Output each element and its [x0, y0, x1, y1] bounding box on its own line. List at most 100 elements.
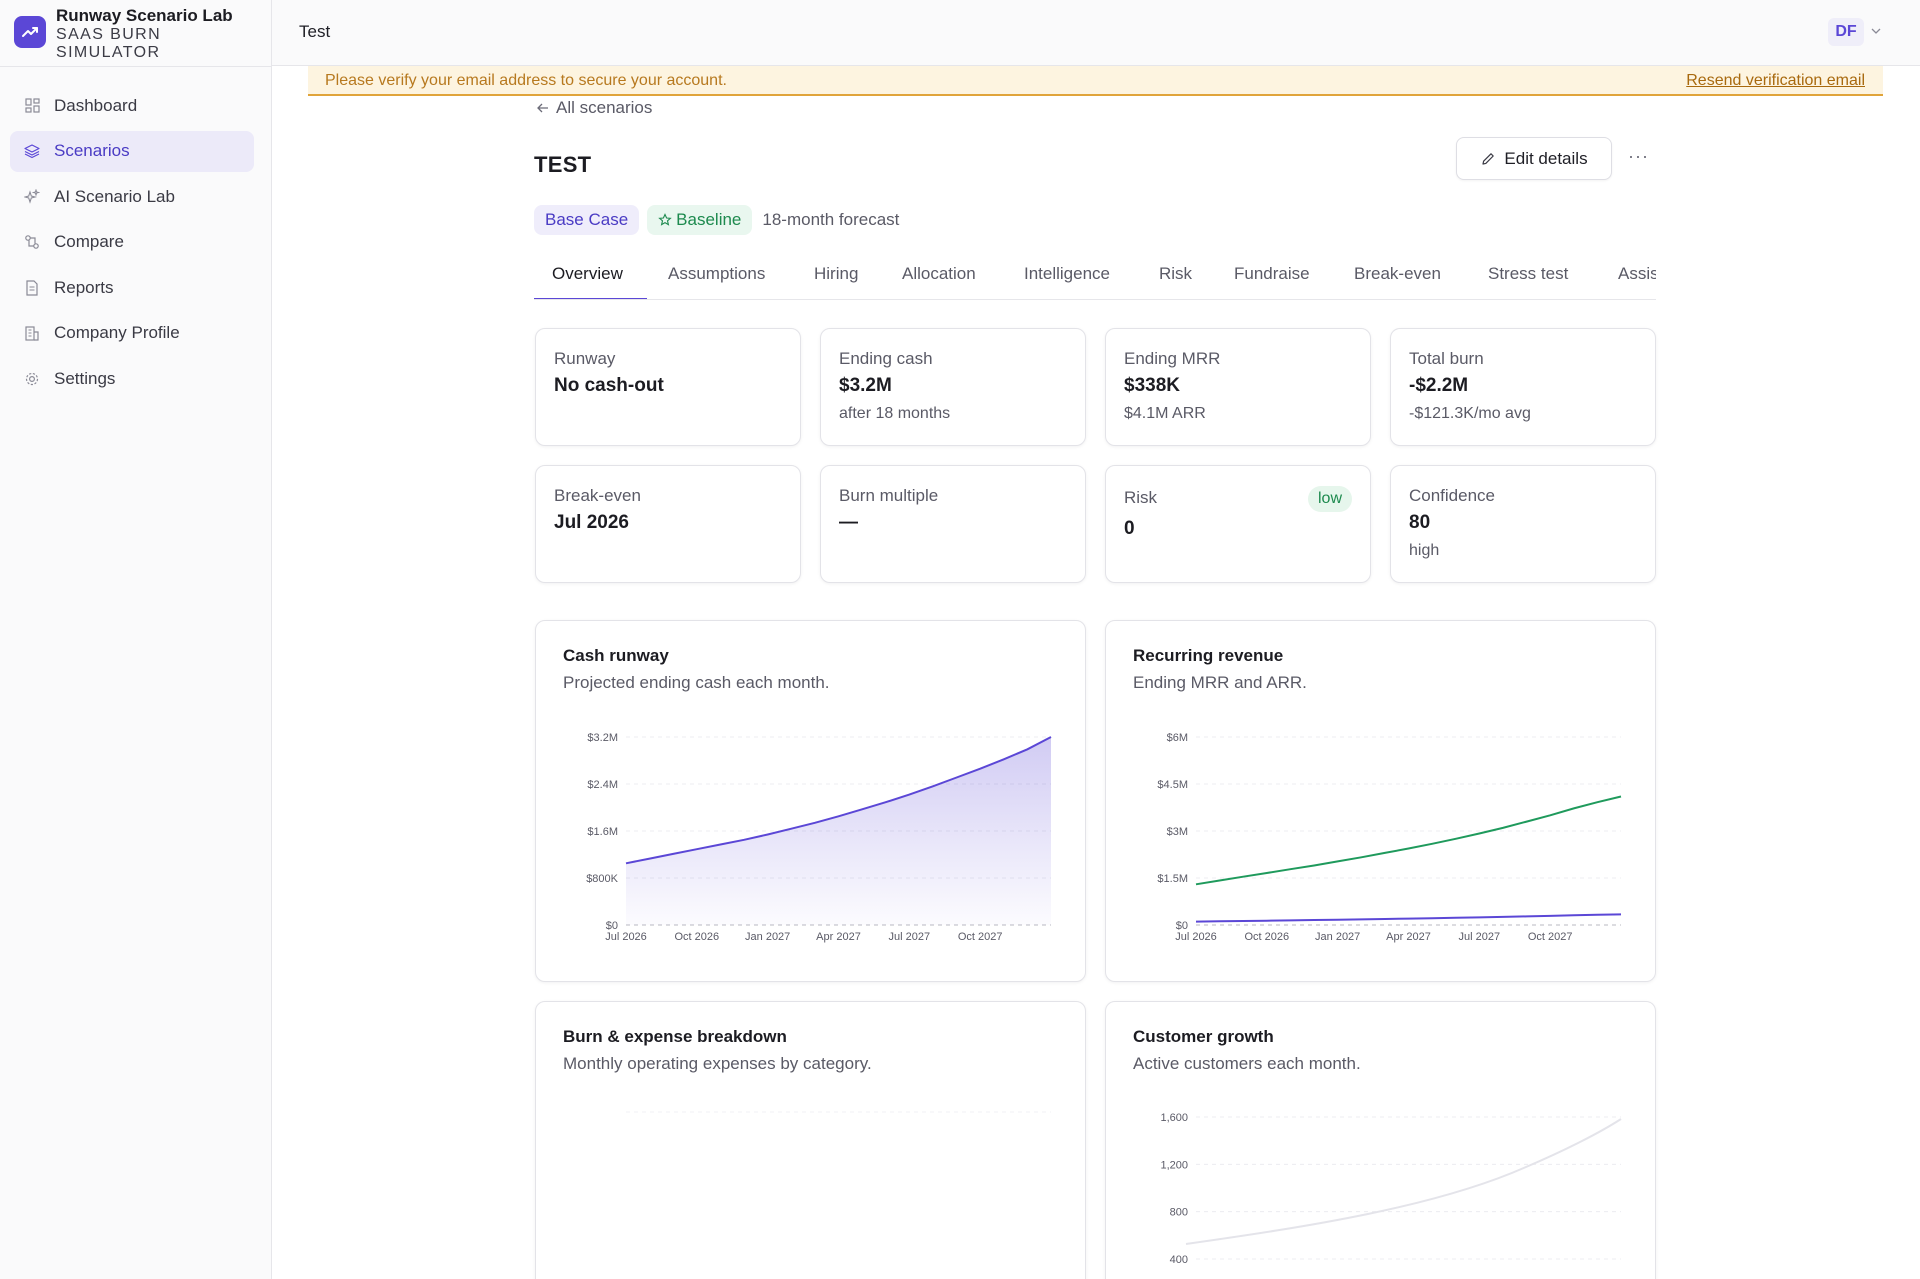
chart-subtitle: Active customers each month. [1133, 1054, 1361, 1073]
tab-overview[interactable]: Overview [552, 264, 623, 283]
stat-value: Jul 2026 [554, 512, 629, 533]
stat-value: — [839, 512, 858, 533]
baseline-label: Baseline [676, 210, 742, 229]
x-tick-label: Jan 2027 [745, 931, 790, 943]
resend-verification-link[interactable]: Resend verification email [1686, 72, 1865, 89]
sidebar-item-label: Settings [54, 368, 116, 388]
stat-sub: $4.1M ARR [1124, 405, 1206, 422]
series-line-1 [1195, 913, 1622, 923]
compare-icon [24, 234, 40, 250]
x-tick-label: Jul 2026 [605, 931, 647, 943]
sidebar-item-reports[interactable]: Reports [10, 267, 254, 308]
forecast-note: 18-month forecast [762, 210, 900, 229]
stat-card-ending-cash: Ending cash $3.2M after 18 months [820, 328, 1086, 446]
tab-break-even[interactable]: Break-even [1354, 264, 1441, 283]
brand-subtitle: SAAS BURN SIMULATOR [56, 26, 162, 61]
page-title: TEST [534, 152, 592, 177]
x-tick-label: Oct 2026 [1245, 931, 1290, 943]
x-tick-label: Jul 2027 [1459, 931, 1501, 943]
recurring-revenue-chart: $0 $1.5M $3M $4.5M $6M Jul 2026 Oct 2026 Jan 20… [1157, 732, 1622, 943]
stat-value: No cash-out [554, 375, 664, 396]
sidebar-item-dashboard[interactable]: Dashboard [10, 85, 254, 126]
chart-title: Burn & expense breakdown [563, 1027, 787, 1046]
y-tick-label: $2.4M [587, 779, 618, 791]
divider [0, 66, 272, 67]
scenario-tabs: Overview Assumptions Hiring Allocation I… [534, 258, 1656, 300]
tab-risk[interactable]: Risk [1159, 264, 1193, 283]
stat-value: -$2.2M [1409, 375, 1469, 396]
avatar[interactable]: DF [1828, 18, 1864, 46]
y-tick-label: 1,200 [1160, 1159, 1188, 1171]
x-tick-label: Oct 2026 [675, 931, 720, 943]
x-tick-label: Apr 2027 [816, 931, 861, 943]
stat-card-break-even: Break-even Jul 2026 [535, 465, 801, 583]
stat-sub: after 18 months [839, 405, 951, 422]
series-line-0 [1195, 795, 1622, 886]
sidebar-item-settings[interactable]: Settings [10, 358, 254, 399]
risk-level-badge: low [1307, 486, 1352, 512]
back-link-label: All scenarios [556, 98, 653, 117]
y-tick-label: $3.2M [587, 732, 618, 744]
y-tick-label: $1.6M [587, 826, 618, 838]
series-line-0 [625, 736, 1052, 865]
tab-fundraise[interactable]: Fundraise [1234, 264, 1310, 283]
stat-label: Burn multiple [839, 486, 939, 505]
chart-subtitle: Ending MRR and ARR. [1133, 673, 1307, 692]
stat-sub: -$121.3K/mo avg [1409, 405, 1531, 422]
stat-label: Ending cash [839, 349, 933, 368]
sidebar-item-label: Company Profile [54, 323, 180, 342]
sidebar-item-label: Scenarios [54, 141, 130, 160]
chevron-down-icon[interactable] [1870, 24, 1882, 42]
chart-card-customer-growth: Customer growth Active customers each mo… [1105, 1001, 1656, 1279]
page-header-title: Test [299, 22, 331, 41]
brand[interactable]: Runway Scenario Lab SAAS BURN SIMULATOR [14, 6, 233, 62]
tab-hiring[interactable]: Hiring [814, 264, 859, 283]
baseline-badge: Baseline [647, 205, 753, 235]
cash-runway-chart: $0 $800K $1.6M $2.4M $3.2M Jul 2026 Oct 2026 Ja… [586, 732, 1052, 943]
sidebar-nav: Dashboard Scenarios AI Scenario Lab Comp… [10, 85, 254, 404]
y-tick-label: 1,600 [1160, 1112, 1188, 1124]
sidebar-item-scenarios[interactable]: Scenarios [10, 130, 254, 172]
stat-label: Confidence [1409, 486, 1496, 505]
chart-card-recurring-revenue: Recurring revenue Ending MRR and ARR. $0… [1105, 620, 1656, 982]
stat-label: Ending MRR [1124, 349, 1221, 368]
gear-icon [24, 371, 40, 387]
x-tick-label: Jul 2027 [889, 931, 931, 943]
y-tick-label: $800K [586, 873, 618, 885]
sidebar-item-company-profile[interactable]: Company Profile [10, 313, 254, 354]
series-area [626, 737, 1051, 925]
trend-up-icon [14, 16, 46, 48]
customer-growth-chart: 400 800 1,200 1,600 [1160, 1112, 1622, 1266]
arrow-left-icon [537, 103, 548, 113]
sidebar-item-ai-scenario-lab[interactable]: AI Scenario Lab [10, 176, 254, 217]
sidebar-item-label: Dashboard [54, 95, 138, 115]
star-icon [658, 213, 672, 226]
back-link[interactable]: All scenarios [536, 98, 652, 118]
active-tab-indicator [534, 298, 647, 299]
tab-assistant[interactable]: Assis [1618, 264, 1656, 283]
tab-intelligence[interactable]: Intelligence [1024, 264, 1111, 283]
chart-card-burn-breakdown: Burn & expense breakdown Monthly operati… [535, 1001, 1086, 1279]
y-tick-label: $4.5M [1157, 779, 1188, 791]
y-tick-label: $6M [1167, 732, 1188, 744]
stat-label: Break-even [554, 486, 641, 505]
tab-allocation[interactable]: Allocation [902, 264, 976, 283]
chart-title: Cash runway [563, 646, 669, 665]
chart-title: Customer growth [1133, 1027, 1274, 1046]
sidebar: Runway Scenario Lab SAAS BURN SIMULATOR … [0, 0, 272, 1279]
stat-sub: high [1409, 542, 1440, 559]
tab-stress-test[interactable]: Stress test [1488, 264, 1569, 283]
stat-card-runway: Runway No cash-out [535, 328, 801, 446]
customer-series-line [1185, 1118, 1622, 1245]
edit-details-button[interactable]: Edit details [1456, 137, 1612, 180]
building-icon [24, 325, 40, 341]
sidebar-item-label: Compare [54, 232, 124, 251]
x-tick-label: Jan 2027 [1315, 931, 1360, 943]
stat-card-total-burn: Total burn -$2.2M -$121.3K/mo avg [1390, 328, 1656, 446]
banner-message: Please verify your email address to secu… [325, 72, 727, 89]
tab-assumptions[interactable]: Assumptions [668, 264, 766, 283]
burn-breakdown-chart [626, 1111, 1051, 1113]
sidebar-item-compare[interactable]: Compare [10, 222, 254, 263]
more-options-button[interactable]: ··· [1628, 146, 1649, 166]
x-tick-label: Oct 2027 [1528, 931, 1573, 943]
